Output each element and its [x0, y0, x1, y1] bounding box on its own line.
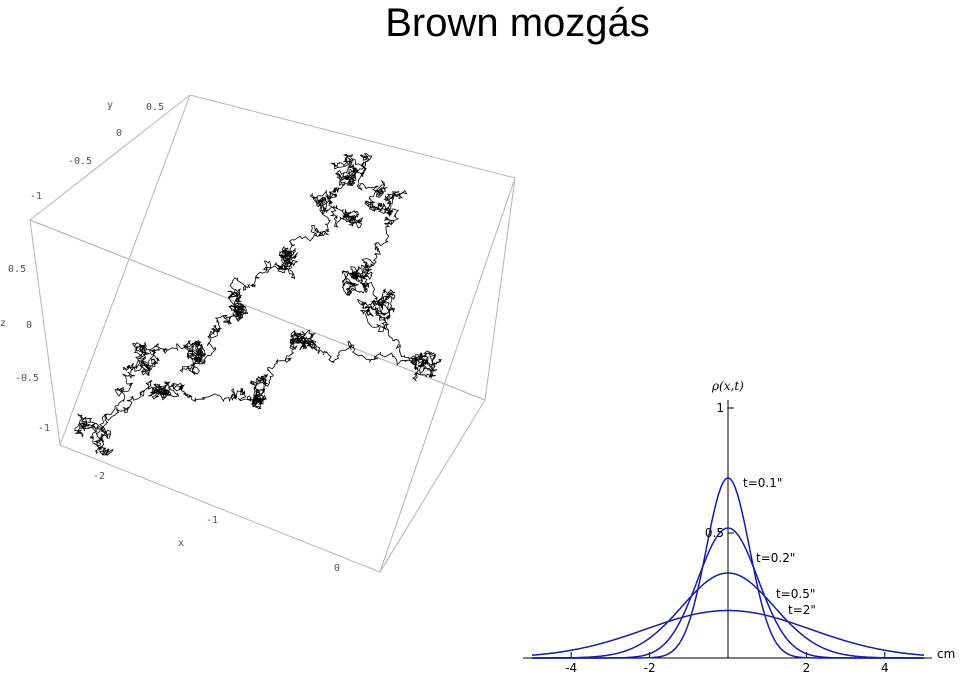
y-tick-label: 0.5 [705, 526, 724, 540]
y-axis-label: ρ(x,t) [711, 379, 744, 393]
z-tick-label: 0 [26, 320, 32, 331]
page-title: Brown mozgás [385, 1, 650, 45]
curve-label: t=0.2" [756, 551, 795, 565]
density-curve [532, 572, 924, 659]
random-walk-path [74, 153, 442, 456]
y-axis-label: y [107, 100, 113, 111]
box-edge [379, 177, 516, 573]
density-curve [531, 609, 925, 656]
brownian-path-line [74, 153, 442, 456]
x-tick-label: -2 [93, 471, 105, 482]
x-axis-label: x [178, 538, 184, 549]
curve-label: t=2" [788, 603, 816, 617]
x-tick-label: 4 [881, 661, 889, 675]
density-curve [532, 527, 924, 659]
x-axis-label: cm [937, 647, 955, 661]
y-tick-label: -0.5 [68, 156, 92, 167]
y-tick-label: 1 [716, 401, 724, 415]
x-tick-label: 2 [803, 661, 811, 675]
x-tick-label: -4 [565, 661, 577, 675]
z-tick-label: 0.5 [8, 264, 26, 275]
x-tick-label: -1 [206, 515, 218, 526]
x-tick-label: -2 [644, 661, 656, 675]
y-tick-label: 0 [116, 128, 122, 139]
y-tick-label: -1 [30, 191, 42, 202]
brownian-3d-plot: y x z 0.5 0 -0.5 -1 -1 -0.5 0 0.5 -2 -1 0 [0, 94, 516, 574]
x-tick-label: 0 [334, 563, 340, 574]
z-tick-label: -1 [38, 423, 50, 434]
curve-label: t=0.1" [743, 476, 782, 490]
y-tick-label: 0.5 [146, 102, 164, 113]
box-edge [59, 94, 191, 446]
z-axis-label: z [0, 318, 6, 329]
box-front-face [29, 219, 486, 573]
curve-label: t=0.5" [776, 587, 815, 601]
z-tick-label: -0.5 [15, 373, 39, 384]
bounding-box [29, 94, 516, 573]
